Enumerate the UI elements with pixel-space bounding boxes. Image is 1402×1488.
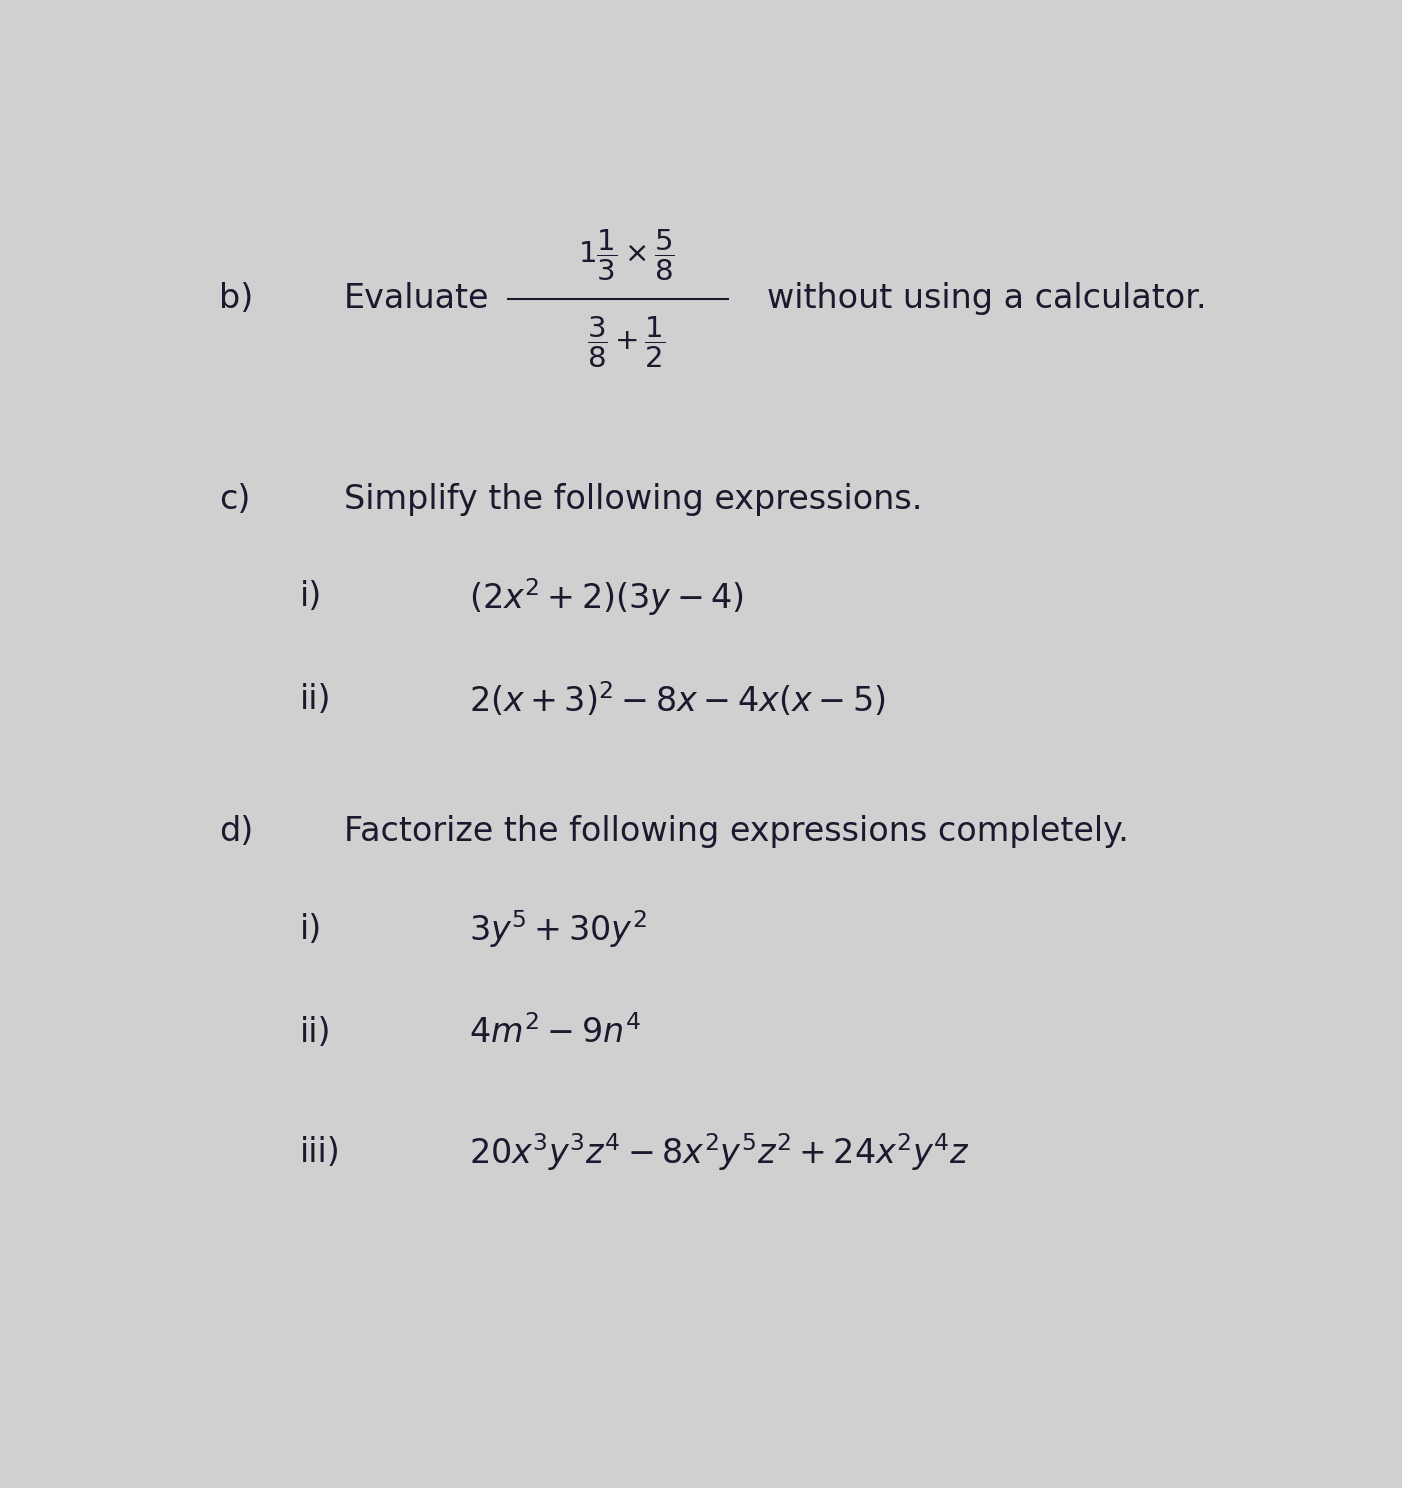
Text: ii): ii) [300, 683, 332, 716]
Text: Evaluate: Evaluate [343, 283, 489, 315]
Text: i): i) [300, 912, 322, 945]
Text: $\dfrac{3}{8}+\dfrac{1}{2}$: $\dfrac{3}{8}+\dfrac{1}{2}$ [587, 315, 666, 371]
Text: c): c) [219, 484, 250, 516]
Text: $(2x^{2}+2)(3y-4)$: $(2x^{2}+2)(3y-4)$ [468, 576, 743, 618]
Text: d): d) [219, 815, 252, 848]
Text: without using a calculator.: without using a calculator. [767, 283, 1207, 315]
Text: $3y^{5}+30y^{2}$: $3y^{5}+30y^{2}$ [468, 908, 646, 949]
Text: $2(x+3)^{2}-8x-4x(x-5)$: $2(x+3)^{2}-8x-4x(x-5)$ [468, 680, 885, 719]
Text: $20x^{3}y^{3}z^{4}-8x^{2}y^{5}z^{2}+24x^{2}y^{4}z$: $20x^{3}y^{3}z^{4}-8x^{2}y^{5}z^{2}+24x^… [468, 1131, 969, 1174]
Text: Simplify the following expressions.: Simplify the following expressions. [343, 484, 923, 516]
Text: ii): ii) [300, 1016, 332, 1049]
Text: iii): iii) [300, 1135, 341, 1170]
Text: $1\dfrac{1}{3}\times\dfrac{5}{8}$: $1\dfrac{1}{3}\times\dfrac{5}{8}$ [578, 228, 674, 283]
Text: Factorize the following expressions completely.: Factorize the following expressions comp… [343, 815, 1129, 848]
Text: b): b) [219, 283, 252, 315]
Text: i): i) [300, 580, 322, 613]
Text: $4m^{2}-9n^{4}$: $4m^{2}-9n^{4}$ [468, 1015, 641, 1049]
